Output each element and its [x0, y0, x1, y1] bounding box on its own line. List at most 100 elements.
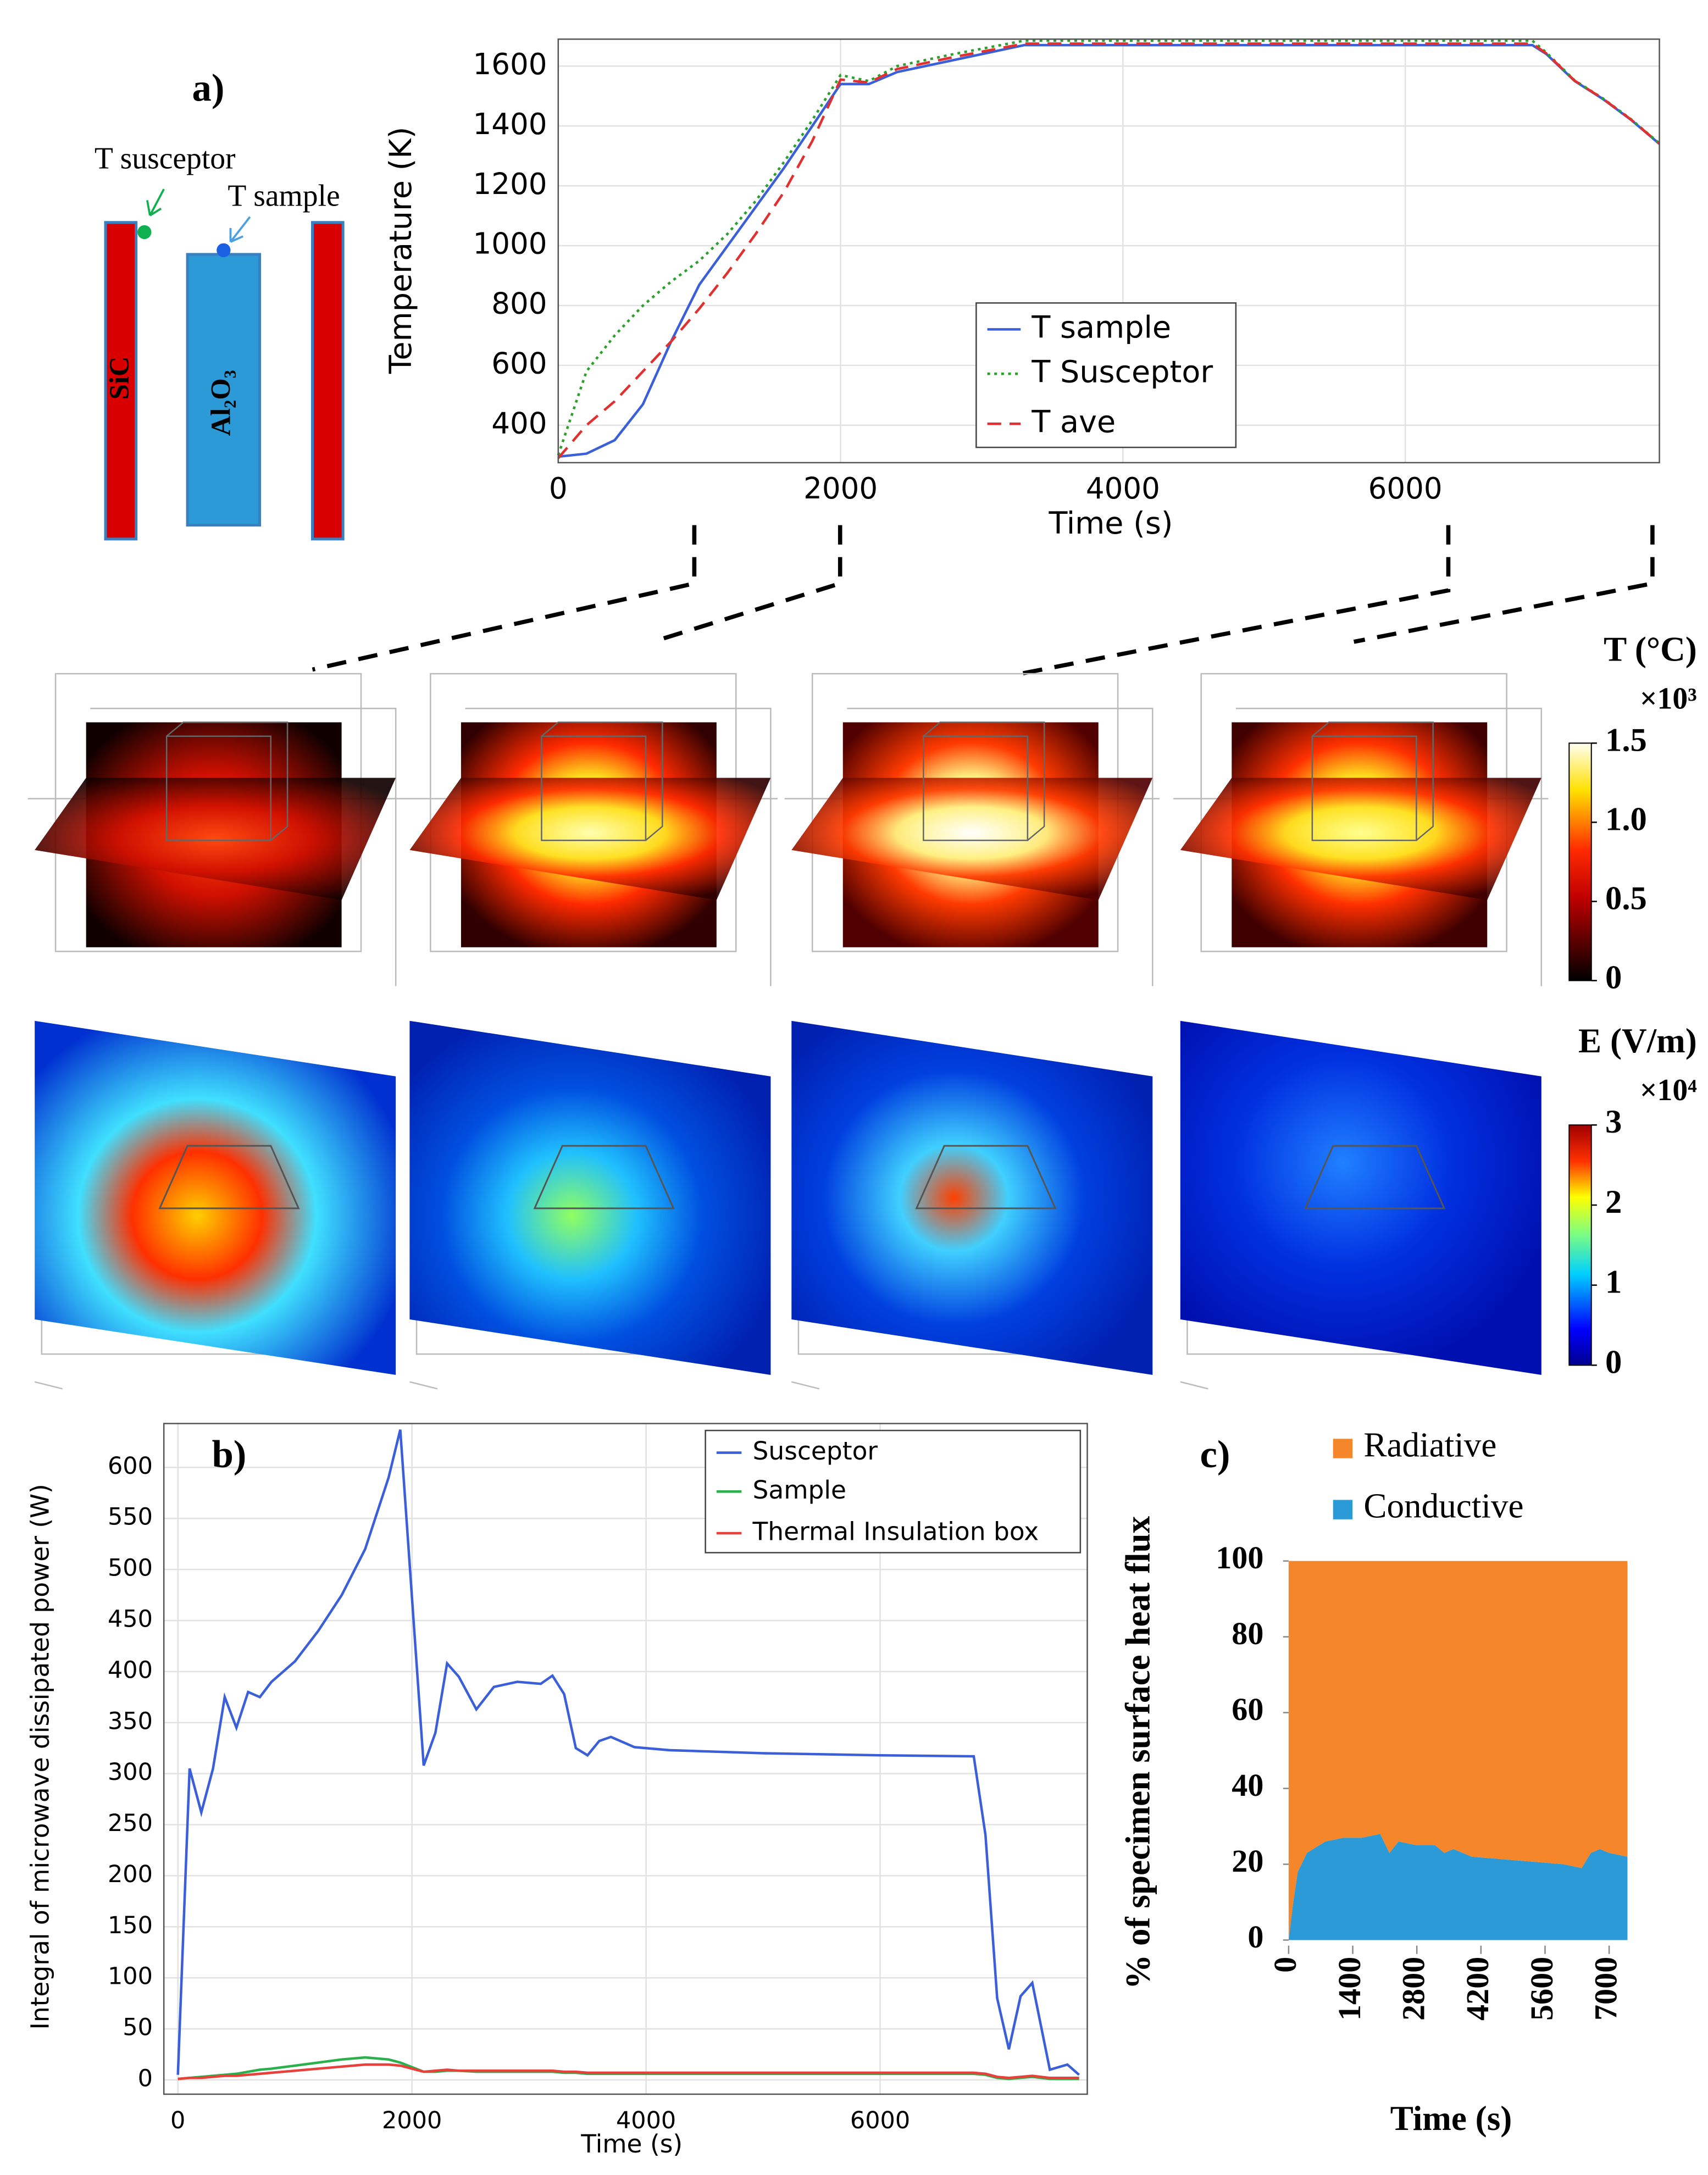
y-tick-label: 80: [1232, 1616, 1263, 1651]
probe-arrow: [229, 216, 251, 243]
field-slice: [1180, 1020, 1541, 1375]
y-tick-label: 450: [108, 1606, 153, 1633]
panel-label: a): [192, 66, 225, 109]
series-line: [557, 42, 1661, 459]
y-tick-label: 1000: [473, 227, 547, 261]
y-tick-label: 550: [108, 1503, 153, 1531]
colorbar-multiplier: ×10⁴: [1640, 1073, 1697, 1107]
y-axis-label: % of specimen surface heat flux: [1119, 1516, 1157, 1989]
stacked-area: [1288, 1834, 1628, 1940]
y-tick-label: 400: [491, 406, 547, 440]
temperature-map: [402, 673, 778, 986]
y-tick-label: 100: [108, 1963, 153, 1990]
series-line: [178, 2063, 1079, 2080]
colorbar-tick-label: 2: [1605, 1184, 1622, 1220]
x-tick-label: 5600: [1524, 1957, 1560, 2021]
sample-outline: [1311, 722, 1434, 841]
x-tick-label: 7000: [1588, 1957, 1623, 2021]
y-tick-label: 60: [1232, 1691, 1263, 1727]
colorbar: [1568, 742, 1592, 981]
probe-label: T susceptor: [95, 141, 236, 175]
field-map: [791, 1020, 1153, 1390]
colorbar-tick-label: 0.5: [1605, 880, 1647, 917]
sample-outline: [1304, 1145, 1446, 1209]
chart: 0 20 40 60 80 100 0 1400 2800 4200 5600 7000 Time (s…: [1119, 1425, 1628, 2138]
plot-frame: [163, 1423, 1088, 2095]
y-tick-label: 300: [108, 1758, 153, 1786]
y-axis-label: Integral of microwave dissipated power (…: [25, 1484, 54, 2029]
y-tick-label: 100: [1216, 1540, 1263, 1575]
x-tick-label: 2000: [803, 471, 878, 506]
x-axis-label: Time (s): [580, 2129, 683, 2159]
y-tick-label: 0: [1247, 1919, 1263, 1955]
x-tick-label: 0: [170, 2107, 185, 2134]
colorbar-title: T (°C): [1604, 630, 1697, 669]
colorbar-tick-label: 0: [1605, 1344, 1622, 1380]
series-line: [558, 43, 1661, 458]
field-map: [1180, 1020, 1541, 1390]
panel-label: c): [1200, 1433, 1230, 1476]
y-tick-label: 0: [138, 2065, 153, 2092]
chart: 400 600 800 1000 1200 1400 1600 0 2000 4000 6000 Ti…: [383, 38, 1661, 541]
y-tick-label: 20: [1232, 1843, 1263, 1879]
colorbar-tick-label: 3: [1605, 1103, 1622, 1140]
stacked-area: [1288, 1561, 1628, 1940]
y-tick-label: 200: [108, 1861, 153, 1888]
y-tick-label: 350: [108, 1707, 153, 1735]
horizontal-slice: [35, 778, 396, 900]
horizontal-slice: [791, 778, 1153, 900]
legend-swatch: [1333, 1439, 1353, 1458]
legend-label: T ave: [1031, 404, 1116, 440]
legend-label: T sample: [1031, 309, 1171, 345]
y-tick-label: 150: [108, 1912, 153, 1939]
field-map: [409, 1020, 771, 1390]
field-map: [34, 1020, 396, 1390]
temperature-map: [27, 673, 403, 986]
colorbar-title: E (V/m): [1578, 1022, 1697, 1060]
legend-label: T Susceptor: [1031, 354, 1213, 390]
chart: 0 50 100 150 200 250 300 350 400 450 500 550 6000 200…: [25, 1423, 1088, 2159]
temperature-map: [1173, 673, 1549, 986]
y-tick-label: 500: [108, 1555, 153, 1582]
legend-label: Sample: [753, 1475, 847, 1505]
legend-label: Conductive: [1363, 1487, 1523, 1525]
legend-label: Radiative: [1363, 1425, 1496, 1464]
x-axis-label: Time (s): [1390, 2099, 1512, 2138]
y-tick-label: 1600: [473, 47, 547, 81]
connector: [652, 525, 842, 644]
legend-swatch: [1333, 1500, 1353, 1519]
connector: [1020, 525, 1451, 676]
series-line: [176, 1429, 1080, 2076]
x-tick-label: 4000: [1086, 471, 1160, 506]
probe-arrow: [146, 188, 165, 217]
sample-outline: [158, 1145, 300, 1209]
horizontal-slice: [409, 778, 771, 900]
y-tick-label: 600: [491, 347, 547, 381]
schematic: a) T susceptor T sample SiC Al₂O₃: [95, 66, 345, 541]
field-slice: [35, 1020, 396, 1375]
legend-label: Susceptor: [753, 1436, 878, 1466]
probe-label: T sample: [228, 179, 340, 213]
legend-label: Thermal Insulation box: [752, 1517, 1039, 1546]
y-tick-label: 50: [123, 2014, 153, 2041]
colorbar-tick-label: 1: [1605, 1264, 1622, 1301]
y-tick-label: 250: [108, 1810, 153, 1837]
x-axis-label: Time (s): [1048, 506, 1173, 541]
sample-outline: [165, 722, 289, 841]
susceptor-wall: [104, 221, 138, 541]
colorbar: [1568, 1124, 1592, 1366]
legend-box: [705, 1429, 1082, 1553]
y-tick-label: 400: [108, 1656, 153, 1684]
x-tick-label: 0: [1267, 1957, 1303, 1973]
sample-block: [186, 253, 262, 527]
x-tick-label: 4200: [1460, 1957, 1495, 2021]
connector: [312, 525, 697, 672]
y-tick-label: 1200: [473, 167, 547, 201]
susceptor-wall: [311, 221, 345, 541]
material-label: Al₂O₃: [205, 370, 236, 436]
temperature-map: [784, 673, 1160, 986]
susceptor-probe: [137, 225, 152, 240]
x-tick-label: 6000: [850, 2107, 910, 2134]
x-tick-label: 2000: [382, 2107, 442, 2134]
